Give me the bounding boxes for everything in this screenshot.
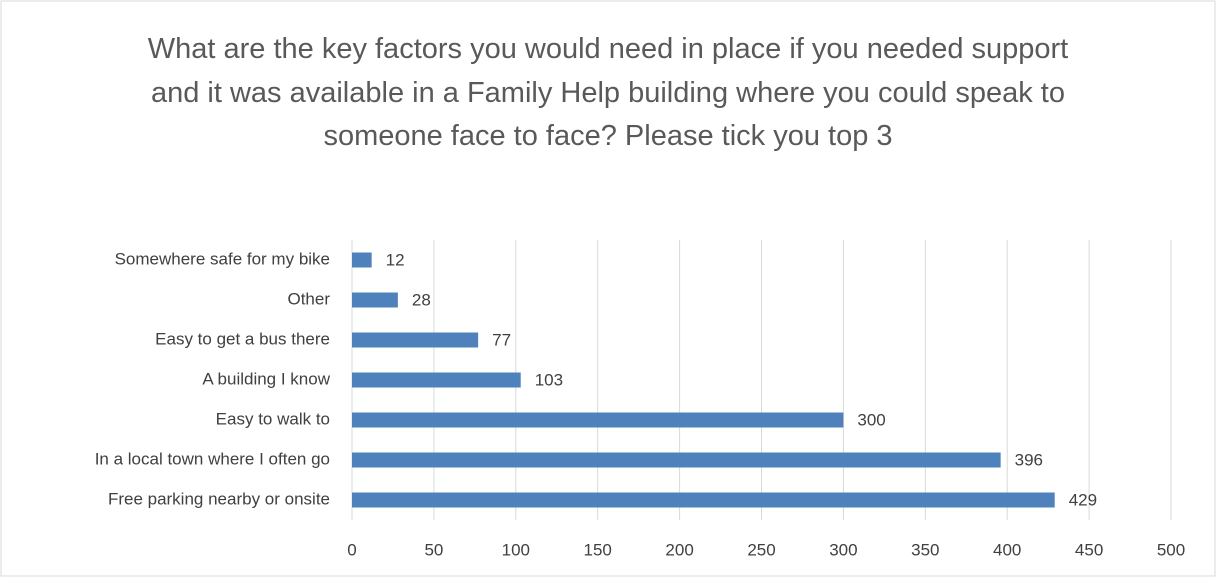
x-tick-label: 50 [424, 540, 443, 559]
data-label: 28 [412, 290, 431, 309]
x-tick-label: 200 [665, 540, 693, 559]
x-tick-label: 400 [993, 540, 1021, 559]
bar [352, 412, 844, 428]
y-tick-label: Easy to get a bus there [155, 329, 330, 348]
data-label: 429 [1069, 490, 1097, 509]
bar [352, 372, 521, 388]
y-tick-label: Somewhere safe for my bike [115, 249, 330, 268]
x-tick-label: 350 [911, 540, 939, 559]
bar [352, 332, 479, 348]
data-label: 300 [857, 410, 885, 429]
x-tick-label: 150 [584, 540, 612, 559]
y-tick-label: Easy to walk to [216, 409, 330, 428]
y-tick-label: Free parking nearby or onsite [108, 489, 330, 508]
data-label: 77 [492, 330, 511, 349]
y-tick-label: Other [287, 289, 330, 308]
x-tick-label: 500 [1157, 540, 1185, 559]
data-label: 12 [386, 250, 405, 269]
data-label: 103 [535, 370, 563, 389]
x-tick-label: 300 [829, 540, 857, 559]
x-tick-label: 450 [1075, 540, 1103, 559]
x-tick-label: 100 [502, 540, 530, 559]
x-tick-label: 0 [347, 540, 356, 559]
y-tick-label: In a local town where I often go [95, 449, 330, 468]
y-tick-label: A building I know [202, 369, 330, 388]
bar [352, 452, 1001, 468]
chart-title: What are the key factors you would need … [147, 33, 1069, 152]
bar [352, 292, 398, 308]
bar [352, 492, 1055, 508]
x-tick-label: 250 [747, 540, 775, 559]
data-label: 396 [1015, 450, 1043, 469]
bar [352, 252, 372, 268]
